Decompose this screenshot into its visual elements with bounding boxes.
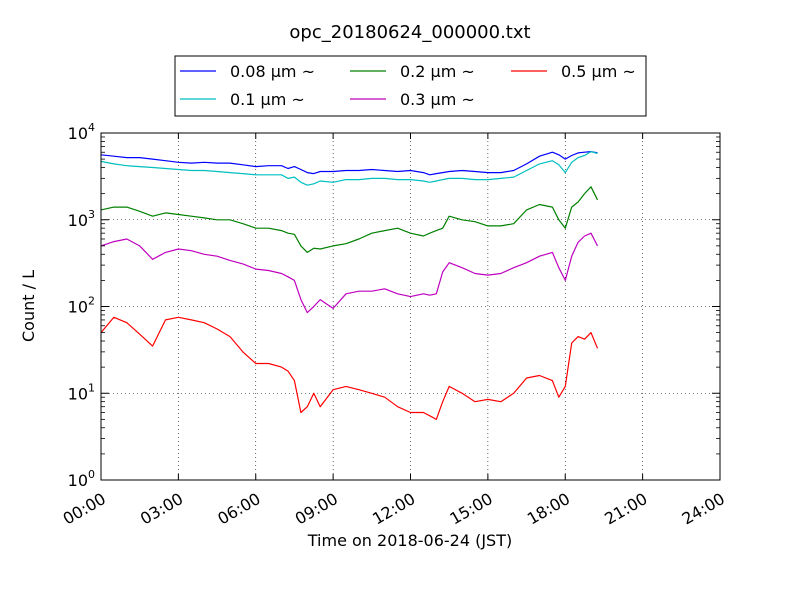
axis-ticks <box>100 132 721 481</box>
legend-label: 0.2 μm ~ <box>400 62 475 81</box>
legend-box <box>174 55 647 117</box>
series-line-4 <box>100 316 599 420</box>
series-line-1 <box>100 151 598 186</box>
series-lines <box>100 151 599 420</box>
chart-title: opc_20180624_000000.txt <box>289 22 530 43</box>
x-tick-label: 03:00 <box>137 489 186 529</box>
x-tick-label: 00:00 <box>60 489 109 529</box>
series-line-3 <box>100 232 599 314</box>
x-tick-label: 09:00 <box>292 489 341 529</box>
y-tick-label: 101 <box>68 381 95 403</box>
x-tick-label: 24:00 <box>679 489 728 529</box>
legend-label: 0.1 μm ~ <box>230 90 305 109</box>
series-line-0 <box>100 151 598 176</box>
legend-label: 0.3 μm ~ <box>400 90 475 109</box>
series-line-2 <box>100 186 599 253</box>
x-tick-label: 12:00 <box>369 489 418 529</box>
legend-label: 0.5 μm ~ <box>561 62 636 81</box>
x-tick-label: 18:00 <box>524 489 573 529</box>
grid-lines <box>101 133 720 480</box>
y-tick-label: 102 <box>68 295 95 317</box>
legend-label: 0.08 μm ~ <box>230 62 315 81</box>
y-tick-label: 100 <box>68 468 95 490</box>
x-tick-label: 06:00 <box>214 489 263 529</box>
x-tick-label: 15:00 <box>446 489 495 529</box>
y-tick-label: 103 <box>68 208 95 230</box>
legend: 0.08 μm ~ 0.1 μm ~ 0.2 μm ~ 0.3 μm ~ 0.5 μm … <box>174 55 647 117</box>
y-axis-label: Count / L <box>19 270 38 342</box>
x-tick-label: 21:00 <box>601 489 650 529</box>
x-axis-label: Time on 2018-06-24 (JST) <box>307 531 512 550</box>
y-tick-labels: 100 101 102 103 104 <box>68 121 95 490</box>
y-tick-label: 104 <box>68 121 95 143</box>
x-tick-labels: 00:00 03:00 06:00 09:00 12:00 15:00 18:00 21:00… <box>60 489 728 529</box>
